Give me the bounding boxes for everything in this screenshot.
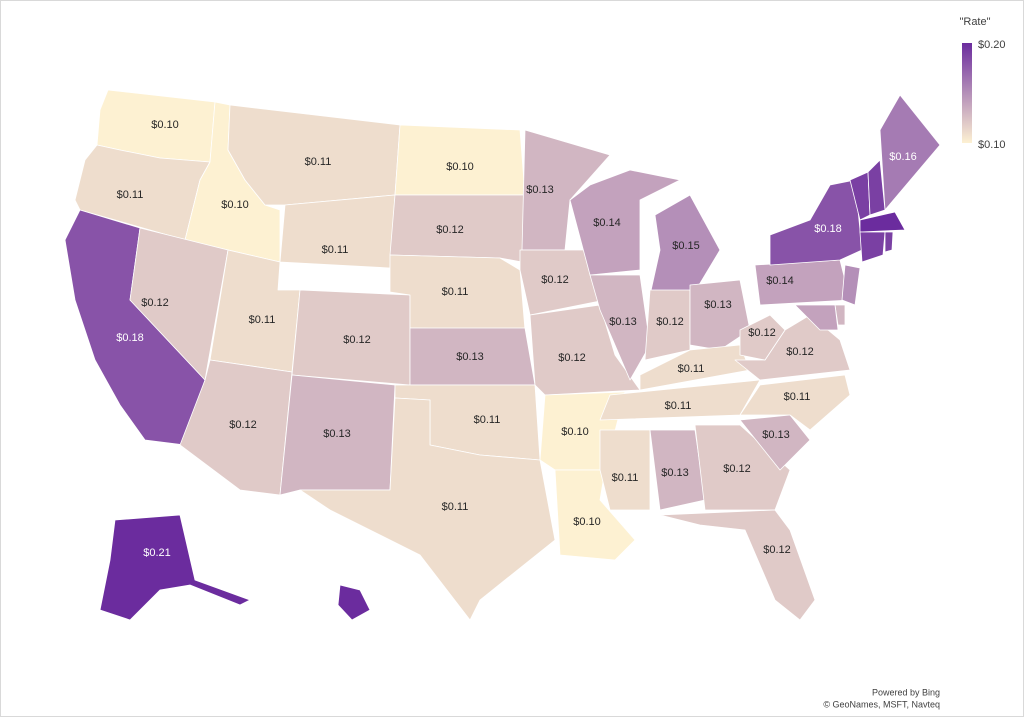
value-label: $0.11 [678,363,705,375]
value-label: $0.12 [656,316,684,328]
value-label: $0.12 [748,327,776,339]
value-label: $0.13 [609,316,637,328]
value-label: $0.10 [446,161,474,173]
legend-title: "Rate" [959,16,990,28]
state-region [739,374,851,431]
value-label: $0.18 [814,223,842,235]
value-label: $0.13 [526,184,554,196]
state-region [569,169,681,276]
labels: $0.10 $0.11 $0.18 $0.10 $0.12 $0.11 $0.11 $0.11… [116,119,917,559]
value-label: $0.11 [442,501,469,513]
state-region [739,314,786,361]
colorbar-tick-label: $0.20 [978,39,1006,51]
color-bar [962,43,972,143]
value-label: $0.18 [116,332,144,344]
value-label: $0.14 [766,275,794,287]
state-region [599,429,651,511]
value-label: $0.13 [661,467,689,479]
value-label: $0.16 [889,151,917,163]
state-region [867,159,886,216]
state-region [521,129,611,251]
state-region [337,584,371,621]
state-region [659,509,816,621]
value-label: $0.12 [229,419,257,431]
attribution-2: © GeoNames, MSFT, Navteq [823,699,940,709]
value-label: $0.11 [249,314,276,326]
states [64,89,941,621]
state-region [299,397,556,621]
value-label: $0.10 [573,516,601,528]
value-label: $0.12 [141,297,169,309]
state-region [879,94,941,211]
state-region [279,194,396,269]
value-label: $0.14 [593,217,621,229]
value-label: $0.12 [436,224,464,236]
state-region [794,304,839,331]
value-label: $0.12 [723,463,751,475]
value-label: $0.11 [117,189,144,201]
state-region [519,249,606,316]
state-region [859,231,886,263]
state-region [884,231,894,253]
value-label: $0.12 [786,346,814,358]
colorbar-tick-label: $0.10 [978,139,1006,151]
state-region [99,514,251,621]
state-region [589,274,651,381]
state-region [389,194,526,263]
state-region [694,424,791,511]
value-label: $0.11 [474,414,501,426]
value-label: $0.12 [558,352,586,364]
value-label: $0.10 [561,426,589,438]
state-region [859,211,906,233]
value-label: $0.11 [305,156,332,168]
value-label: $0.21 [143,547,171,559]
value-label: $0.11 [442,286,469,298]
value-label: $0.13 [456,351,484,363]
value-label: $0.13 [704,299,732,311]
value-label: $0.12 [541,274,569,286]
value-label: $0.13 [323,428,351,440]
value-label: $0.11 [665,400,692,412]
value-label: $0.11 [322,244,349,256]
value-label: $0.10 [151,119,179,131]
value-label: $0.11 [612,472,639,484]
value-label: $0.12 [343,334,371,346]
value-label: $0.12 [763,544,791,556]
state-region [739,414,811,471]
state-region [639,344,751,391]
state-region [841,264,861,306]
attribution-1: Powered by Bing [872,687,940,697]
state-region [689,279,751,351]
value-label: $0.11 [784,391,811,403]
value-label: $0.10 [221,199,249,211]
value-label: $0.13 [762,429,790,441]
value-label: $0.15 [672,240,700,252]
